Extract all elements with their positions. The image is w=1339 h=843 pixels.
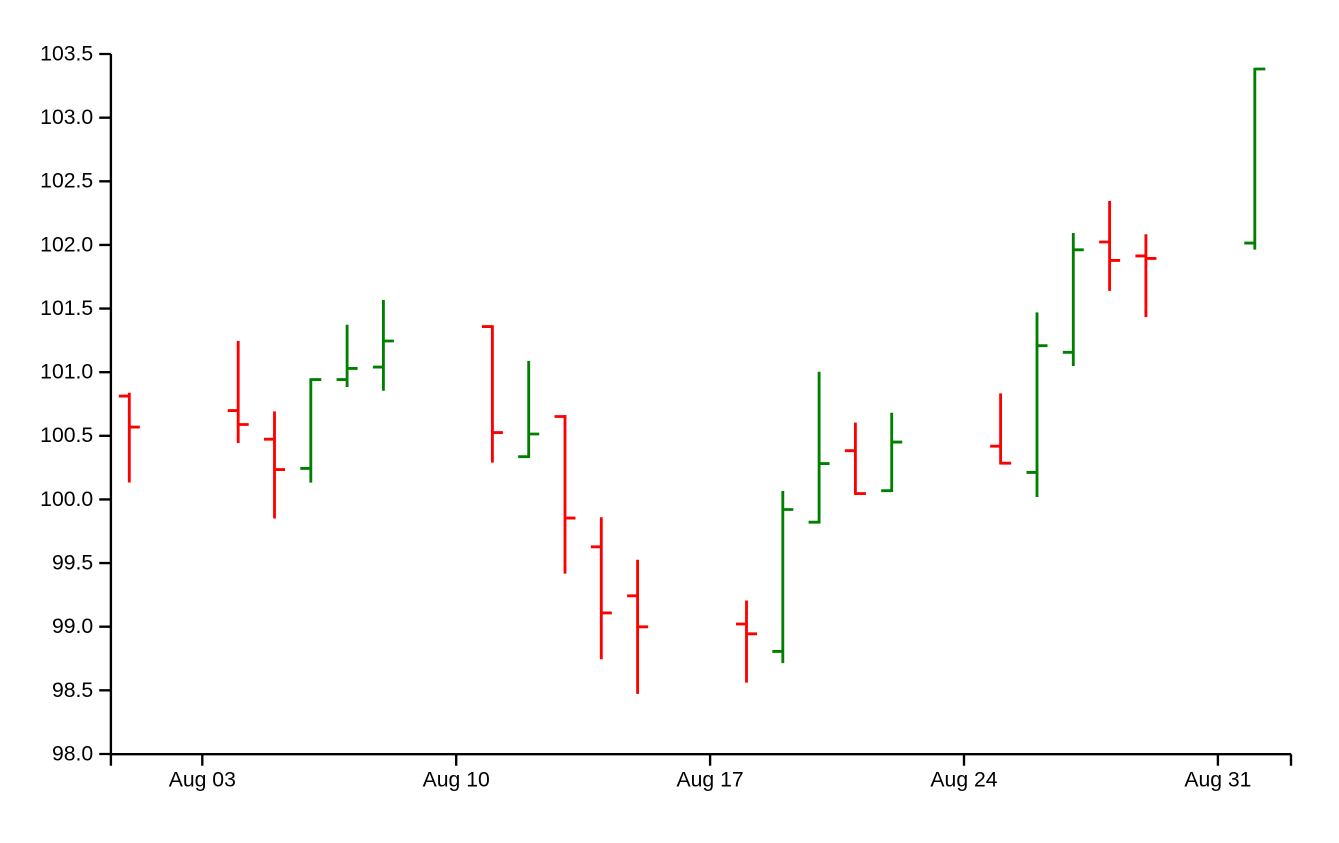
svg-text:101.5: 101.5 — [40, 297, 93, 320]
svg-text:Aug 24: Aug 24 — [930, 768, 997, 791]
svg-text:99.5: 99.5 — [52, 551, 93, 574]
svg-text:102.0: 102.0 — [40, 233, 93, 256]
svg-text:Aug 10: Aug 10 — [423, 768, 490, 791]
svg-text:98.5: 98.5 — [52, 679, 93, 702]
svg-text:98.0: 98.0 — [52, 742, 93, 765]
svg-text:99.0: 99.0 — [52, 615, 93, 638]
svg-text:Aug 17: Aug 17 — [677, 768, 744, 791]
svg-text:Aug 31: Aug 31 — [1184, 768, 1251, 791]
svg-text:101.0: 101.0 — [40, 361, 93, 384]
svg-text:103.0: 103.0 — [40, 106, 93, 129]
svg-text:102.5: 102.5 — [40, 170, 93, 193]
svg-text:100.5: 100.5 — [40, 424, 93, 447]
svg-text:103.5: 103.5 — [40, 42, 93, 65]
svg-text:100.0: 100.0 — [40, 488, 93, 511]
svg-text:Aug 03: Aug 03 — [169, 768, 236, 791]
